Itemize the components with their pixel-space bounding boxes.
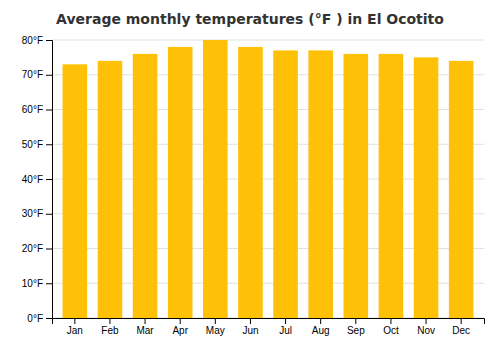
tick-mark [426, 318, 427, 324]
grid [52, 40, 484, 318]
tick-mark [46, 179, 52, 180]
tick-mark [46, 75, 52, 76]
tick-mark [46, 40, 52, 41]
bars [63, 40, 474, 318]
tick-label: Sep [347, 325, 365, 336]
tick: Oct [383, 318, 399, 336]
tick-label: 50°F [22, 139, 43, 150]
tick-mark [46, 283, 52, 284]
bar [273, 50, 298, 318]
tick: Jul [279, 318, 292, 336]
plot: 0°F 10°F 20°F 30°F 40°F 50°F 60°F 70°F 80°F Jan Fe… [22, 35, 485, 336]
tick-mark [46, 144, 52, 145]
tick-mark [215, 318, 216, 324]
tick-mark [46, 249, 52, 250]
tick: 10°F [22, 278, 52, 289]
tick-label: Aug [312, 325, 330, 336]
tick: 40°F [22, 174, 52, 185]
tick: Nov [417, 318, 435, 336]
tick: May [206, 318, 225, 336]
tick: 60°F [22, 104, 52, 115]
bar [168, 47, 193, 318]
tick-label: Nov [417, 325, 435, 336]
tick-mark [46, 110, 52, 111]
bar [203, 40, 228, 318]
tick: 20°F [22, 243, 52, 254]
tick-label: 0°F [27, 313, 43, 324]
tick: 30°F [22, 208, 52, 219]
tick-mark [461, 318, 462, 324]
tick: 70°F [22, 69, 52, 80]
tick-label: 60°F [22, 104, 43, 115]
tick-label: Dec [452, 325, 470, 336]
tick: 0°F [27, 313, 52, 324]
tick-mark [285, 318, 286, 324]
bar [379, 54, 404, 318]
tick-label: 30°F [22, 208, 43, 219]
bar [449, 61, 474, 318]
tick-label: May [206, 325, 225, 336]
tick: Apr [172, 318, 188, 336]
axis-line [46, 41, 53, 319]
axis-line [53, 319, 485, 325]
y-axis: 0°F 10°F 20°F 30°F 40°F 50°F 60°F 70°F 80°F [22, 35, 53, 324]
chart-container: 0°F 10°F 20°F 30°F 40°F 50°F 60°F 70°F 80°F Jan Fe… [0, 0, 500, 350]
tick: Jun [242, 318, 258, 336]
tick-mark [145, 318, 146, 324]
tick-mark [109, 318, 110, 324]
tick: Dec [452, 318, 470, 336]
tick-label: Apr [172, 325, 188, 336]
tick-label: Feb [101, 325, 119, 336]
tick-label: 40°F [22, 174, 43, 185]
tick-label: 70°F [22, 69, 43, 80]
tick-mark [46, 318, 52, 319]
tick-label: Jun [242, 325, 258, 336]
bar [308, 50, 333, 318]
grid-line [52, 40, 484, 41]
tick-label: 80°F [22, 35, 43, 46]
x-axis: Jan Feb Mar Apr May Jun Jul Aug Sep Oct Nov Dec [53, 318, 485, 336]
tick-label: Jul [279, 325, 292, 336]
tick-label: Mar [136, 325, 154, 336]
tick-mark [46, 214, 52, 215]
bar [344, 54, 369, 318]
chart-svg: 0°F 10°F 20°F 30°F 40°F 50°F 60°F 70°F 80°F Jan Fe… [0, 0, 500, 350]
tick: 50°F [22, 139, 52, 150]
title: Average monthly temperatures (°F ) in El… [56, 11, 444, 27]
tick-label: 10°F [22, 278, 43, 289]
bar [238, 47, 263, 318]
tick-label: Jan [67, 325, 83, 336]
tick-mark [74, 318, 75, 324]
tick-mark [320, 318, 321, 324]
tick: 80°F [22, 35, 52, 46]
bar [63, 64, 88, 318]
tick: Jan [67, 318, 83, 336]
tick-mark [355, 318, 356, 324]
tick: Mar [136, 318, 154, 336]
bar [98, 61, 123, 318]
bar [414, 57, 439, 318]
tick-mark [390, 318, 391, 324]
tick: Feb [101, 318, 119, 336]
tick-label: Oct [383, 325, 399, 336]
tick-label: 20°F [22, 243, 43, 254]
tick-mark [250, 318, 251, 324]
tick-mark [180, 318, 181, 324]
bar [133, 54, 158, 318]
tick: Aug [312, 318, 330, 336]
tick: Sep [347, 318, 365, 336]
